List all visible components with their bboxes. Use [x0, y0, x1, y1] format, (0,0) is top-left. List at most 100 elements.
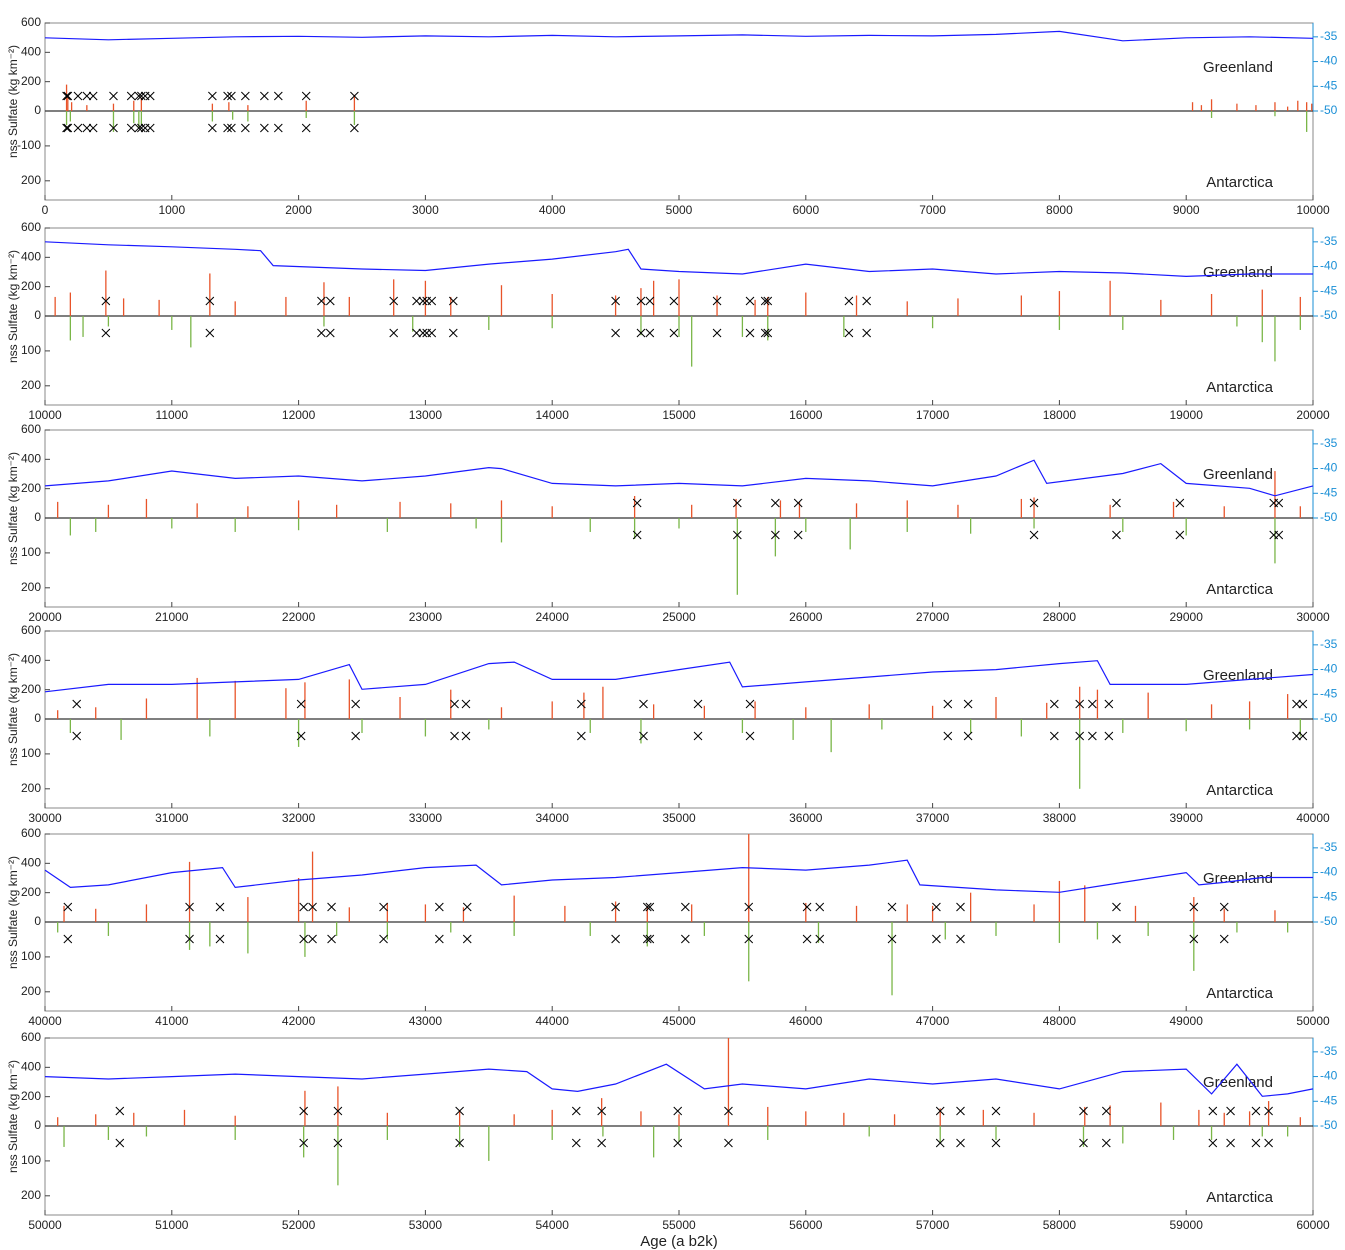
match-marker: [611, 934, 620, 944]
match-marker: [1112, 498, 1121, 508]
match-marker: [1226, 1138, 1235, 1148]
y2-tick-label: -45: [1320, 283, 1338, 297]
region-label: Antarctica: [1206, 782, 1273, 799]
match-marker: [308, 902, 317, 912]
x-tick-label: 20000: [28, 610, 62, 624]
match-marker: [299, 934, 309, 944]
match-marker: [1101, 1106, 1111, 1116]
match-marker: [88, 123, 98, 133]
x-tick-label: 39000: [1170, 811, 1204, 825]
match-marker: [462, 934, 472, 944]
y2-tick-label: -50: [1320, 103, 1338, 117]
x-tick-label: 35000: [662, 811, 696, 825]
match-marker: [351, 731, 361, 741]
match-marker: [932, 902, 941, 912]
match-marker: [301, 123, 311, 133]
match-marker: [1075, 731, 1085, 741]
match-marker: [1088, 731, 1097, 741]
match-marker: [1264, 1106, 1273, 1116]
y2-tick-label: -45: [1320, 1093, 1338, 1107]
greenland-spikes: [54, 270, 1301, 316]
match-marker: [223, 123, 232, 133]
y-tick-label: 600: [21, 15, 41, 29]
y-axis-label: nss Sulfate (kg km⁻²): [6, 1060, 20, 1173]
greenland-spikes: [57, 677, 1289, 719]
match-marker: [1208, 1138, 1218, 1148]
x-axis-label: Age (a b2k): [640, 1233, 718, 1250]
match-marker: [862, 328, 872, 338]
match-marker: [185, 902, 194, 912]
x-tick-label: 18000: [1043, 408, 1077, 422]
y-tick-label: 200: [21, 279, 41, 293]
match-marker: [611, 328, 620, 338]
y-tick-label: 0: [34, 711, 41, 725]
y-tick-label: 0: [34, 308, 41, 322]
y2-tick-label: -50: [1320, 1118, 1338, 1132]
match-marker: [693, 699, 703, 709]
y-tick-label: 200: [21, 1089, 41, 1103]
x-tick-label: 3000: [412, 203, 439, 217]
match-marker: [1112, 530, 1121, 540]
match-marker: [680, 902, 690, 912]
y-tick-label: 600: [21, 826, 41, 840]
match-marker: [73, 123, 83, 133]
x-tick-label: 34000: [536, 811, 570, 825]
y2-tick-label: -40: [1320, 865, 1338, 879]
match-marker: [215, 934, 225, 944]
x-tick-label: 26000: [789, 610, 823, 624]
match-marker: [712, 296, 722, 306]
match-marker: [434, 902, 444, 912]
match-marker: [669, 328, 679, 338]
x-tick-label: 40000: [28, 1014, 62, 1028]
match-marker: [455, 1106, 464, 1116]
y2-tick-label: -40: [1320, 662, 1338, 676]
match-marker: [862, 296, 872, 306]
match-marker: [1079, 1138, 1088, 1148]
match-marker: [333, 1138, 343, 1148]
region-label: Greenland: [1203, 264, 1273, 281]
match-marker: [724, 1106, 733, 1116]
match-marker: [208, 123, 217, 133]
match-marker: [844, 328, 854, 338]
match-marker: [88, 91, 98, 101]
x-tick-label: 4000: [539, 203, 566, 217]
match-marker: [1175, 498, 1185, 508]
y2-tick-label: -45: [1320, 889, 1338, 903]
match-marker: [296, 731, 306, 741]
match-marker: [793, 498, 803, 508]
y-tick-label: 400: [21, 250, 41, 264]
y-axis-label: nss Sulfate (kg km⁻²): [6, 653, 20, 766]
match-marker: [693, 731, 703, 741]
y-axis-label: nss Sulfate (kg km⁻²): [6, 45, 20, 158]
match-marker: [223, 91, 232, 101]
y-tick-label: 400: [21, 45, 41, 59]
match-marker: [763, 328, 773, 338]
match-marker: [745, 731, 755, 741]
y-tick-label: -100: [17, 138, 41, 152]
x-tick-label: 30000: [28, 811, 62, 825]
match-marker: [327, 902, 336, 912]
x-tick-label: 8000: [1046, 203, 1073, 217]
match-marker: [771, 530, 780, 540]
match-marker: [325, 328, 335, 338]
match-marker: [571, 1138, 581, 1148]
match-marker: [301, 91, 311, 101]
x-tick-label: 10000: [28, 408, 62, 422]
match-marker: [379, 934, 388, 944]
x-tick-label: 14000: [536, 408, 570, 422]
match-marker: [745, 328, 755, 338]
antarctica-spikes: [69, 719, 1301, 789]
match-marker: [1219, 902, 1229, 912]
y2-tick-label: -40: [1320, 461, 1338, 475]
match-marker: [461, 731, 471, 741]
match-marker: [732, 530, 742, 540]
match-marker: [1292, 731, 1301, 741]
match-marker: [101, 328, 111, 338]
match-marker: [1112, 934, 1121, 944]
match-marker: [418, 296, 428, 306]
match-marker: [611, 902, 620, 912]
region-label: Antarctica: [1206, 379, 1273, 396]
match-marker: [577, 731, 586, 741]
x-tick-label: 49000: [1170, 1014, 1204, 1028]
match-marker: [1219, 934, 1229, 944]
